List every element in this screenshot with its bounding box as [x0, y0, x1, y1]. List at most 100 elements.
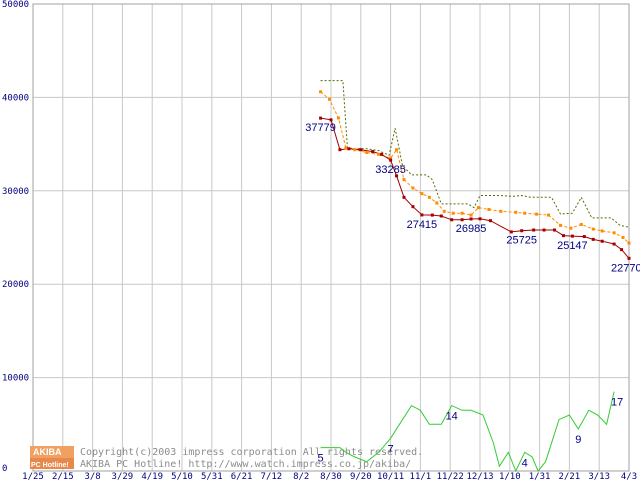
x-tick-label: 8/30 [320, 472, 342, 480]
y-tick-label: 50000 [2, 0, 29, 10]
data-label: 26985 [456, 223, 487, 235]
data-label: 25725 [506, 235, 537, 247]
point-marker-average-price [621, 236, 625, 239]
series-markers [319, 90, 631, 260]
x-tick-label: 2/15 [52, 472, 74, 480]
point-marker-min-price [420, 213, 424, 217]
data-label: 33285 [375, 164, 406, 176]
watermark-logo-top: AKIBA [33, 447, 62, 457]
point-marker-min-price [395, 174, 399, 178]
point-marker-min-price [509, 230, 513, 234]
point-marker-min-price [561, 234, 565, 238]
watermark-logo-bottom: PC Hotline! [31, 462, 69, 469]
data-label: 14 [446, 411, 458, 423]
watermark-url: AKIBA PC Hotline! http://www.watch.impre… [80, 459, 411, 470]
point-marker-average-price [569, 226, 573, 230]
x-tick-label: 11/22 [437, 472, 464, 480]
x-tick-label: 3/8 [84, 472, 100, 480]
x-tick-label: 1/31 [529, 472, 551, 480]
point-marker-min-price [389, 158, 393, 162]
data-label: 5 [318, 453, 324, 465]
point-marker-average-price [389, 156, 393, 160]
series-line-store-count [320, 391, 615, 473]
point-marker-min-price [380, 152, 384, 156]
watermark-logo-box-top [30, 446, 74, 458]
point-marker-min-price [469, 217, 473, 221]
point-marker-average-price [523, 211, 527, 215]
point-marker-min-price [520, 229, 524, 233]
data-label: 7 [388, 443, 394, 455]
y-tick-label: 40000 [2, 93, 29, 103]
point-marker-min-price [591, 237, 595, 241]
point-marker-average-price [477, 206, 481, 210]
x-tick-label: 3/29 [112, 472, 134, 480]
x-tick-label: 5/10 [171, 472, 193, 480]
y-tick-label: 0 [2, 464, 7, 474]
point-marker-average-price [402, 178, 406, 182]
data-label: 37779 [305, 122, 336, 134]
point-marker-min-price [439, 214, 443, 218]
x-tick-label: 6/21 [231, 472, 253, 480]
plot-frame [32, 3, 630, 472]
point-marker-average-price [600, 229, 604, 233]
watermark-copyright: Copyright(c)2003 impress corporation All… [80, 447, 423, 458]
x-tick-label: 11/1 [410, 472, 432, 480]
point-marker-min-price [329, 118, 333, 122]
point-marker-average-price [420, 192, 424, 196]
x-tick-label: 1/10 [499, 472, 521, 480]
point-marker-average-price [319, 90, 323, 94]
data-label: 4 [522, 457, 528, 469]
x-tick-label: 9/20 [350, 472, 372, 480]
y-axis-ticks: 0 10000 20000 30000 40000 50000 [2, 0, 29, 474]
x-tick-label: 12/13 [466, 472, 493, 480]
point-marker-average-price [558, 223, 562, 227]
data-labels: 37779 33285 27415 26985 25725 25147 22770 5 7 14 4… [305, 122, 640, 469]
data-label: 17 [611, 397, 623, 409]
point-marker-average-price [514, 210, 518, 214]
point-marker-min-price [430, 213, 434, 217]
point-marker-average-price [627, 241, 631, 245]
x-tick-label: 4/3 [621, 472, 637, 480]
point-marker-min-price [553, 228, 556, 232]
series [320, 80, 630, 473]
point-marker-average-price [591, 227, 595, 231]
point-marker-average-price [365, 151, 369, 155]
series-line-max-price [320, 80, 630, 228]
point-marker-min-price [319, 116, 323, 120]
point-marker-min-price [582, 235, 586, 239]
point-marker-average-price [469, 213, 473, 217]
point-marker-average-price [395, 148, 399, 152]
grid [32, 3, 630, 472]
point-marker-min-price [542, 228, 546, 232]
point-marker-average-price [344, 146, 348, 150]
x-tick-label: 8/2 [293, 472, 309, 480]
point-marker-min-price [488, 219, 492, 223]
point-marker-min-price [347, 147, 351, 151]
point-marker-min-price [612, 242, 616, 246]
point-marker-min-price [460, 218, 464, 222]
point-marker-average-price [487, 207, 491, 211]
point-marker-average-price [451, 211, 455, 215]
series-line-average-price [320, 91, 630, 244]
data-label: 25147 [557, 240, 588, 252]
point-marker-min-price [450, 218, 454, 222]
x-tick-label: 7/12 [261, 472, 283, 480]
point-marker-min-price [411, 205, 415, 209]
point-marker-average-price [535, 212, 539, 216]
point-marker-average-price [377, 152, 381, 156]
point-marker-min-price [570, 234, 574, 238]
x-tick-label: 5/31 [201, 472, 223, 480]
data-label: 22770 [611, 262, 640, 274]
point-marker-min-price [478, 217, 482, 221]
point-marker-min-price [402, 195, 406, 199]
point-marker-average-price [547, 213, 551, 217]
point-marker-min-price [627, 256, 631, 260]
watermark-logo-box-bottom [30, 458, 74, 469]
data-label: 9 [575, 434, 581, 446]
point-marker-average-price [427, 195, 431, 199]
point-marker-min-price [371, 150, 375, 154]
y-tick-label: 10000 [2, 374, 29, 384]
point-marker-average-price [411, 186, 415, 190]
